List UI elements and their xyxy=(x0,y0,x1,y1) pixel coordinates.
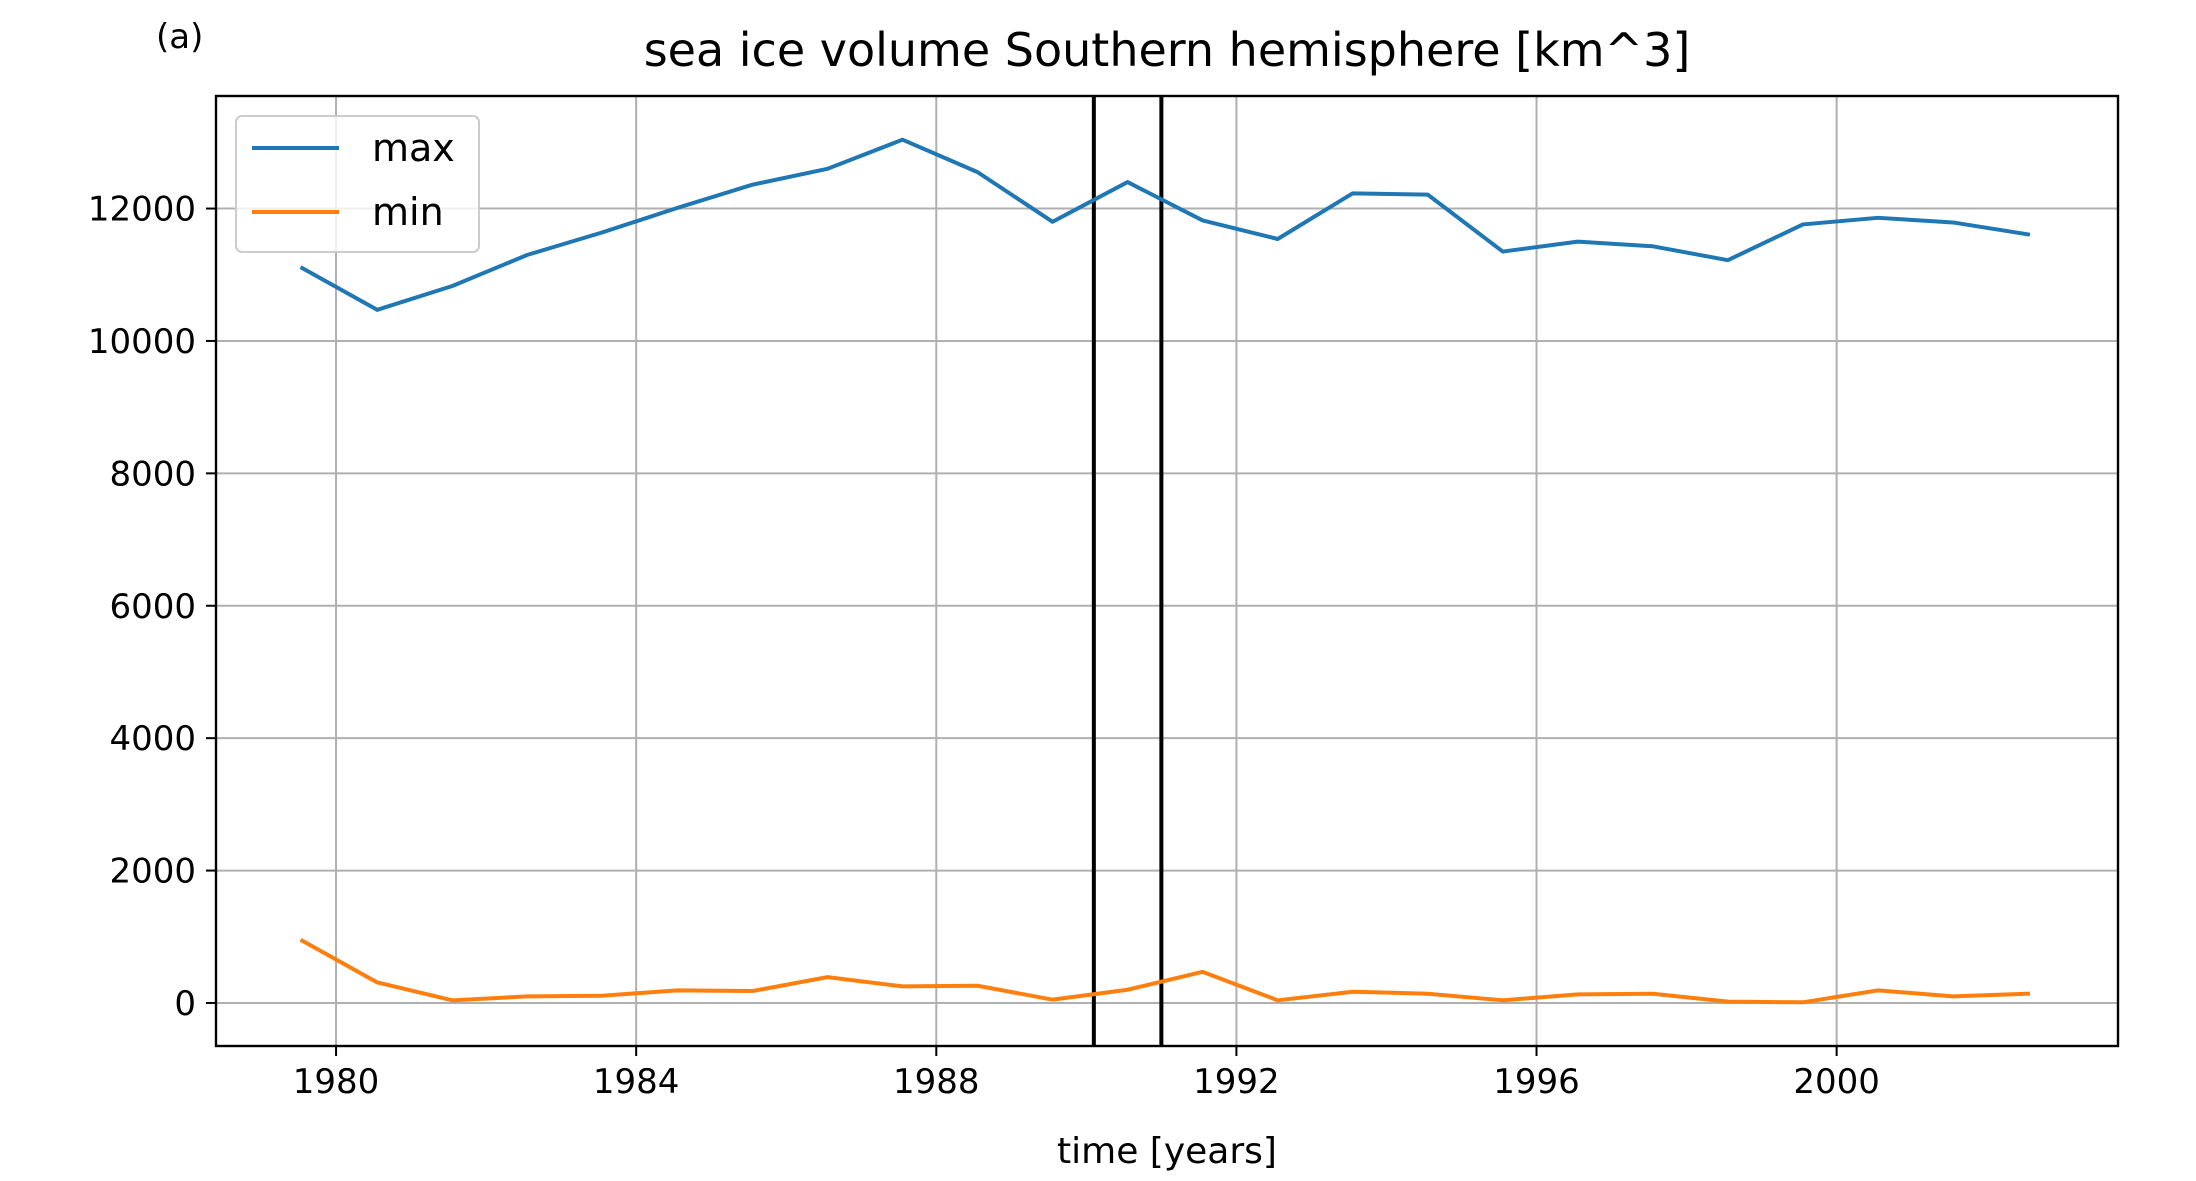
x-tick-label: 1988 xyxy=(893,1062,980,1102)
x-tick-label: 2000 xyxy=(1793,1062,1880,1102)
series-line-max xyxy=(299,137,2031,312)
legend: max min xyxy=(235,115,480,253)
y-tick-label: 8000 xyxy=(109,454,196,494)
grid-lines xyxy=(216,96,2118,1046)
legend-label-min: min xyxy=(372,190,444,234)
panel-label: (a) xyxy=(156,17,203,57)
x-tick-label: 1992 xyxy=(1193,1062,1280,1102)
y-tick-label: 2000 xyxy=(109,852,196,892)
vertical-marker-lines xyxy=(1091,96,1164,1046)
x-tick-label: 1980 xyxy=(293,1062,380,1102)
plot-frame xyxy=(214,94,2120,1048)
y-tick-label: 4000 xyxy=(109,719,196,759)
chart-title: sea ice volume Southern hemisphere [km^3… xyxy=(644,23,1691,77)
y-tick-label: 10000 xyxy=(88,322,196,362)
x-tick-label: 1996 xyxy=(1493,1062,1580,1102)
series-lines xyxy=(299,137,2031,1005)
legend-label-max: max xyxy=(372,126,455,170)
x-axis-label: time [years] xyxy=(1057,1131,1277,1172)
series-line-min xyxy=(299,938,2031,1005)
y-tick-label: 6000 xyxy=(109,587,196,627)
y-tick-label: 12000 xyxy=(88,190,196,230)
y-tick-label: 0 xyxy=(174,984,196,1024)
y-axis-ticks: 0 2000 4000 6000 8000 10000 12000 xyxy=(88,190,216,1024)
x-axis-ticks: 1980 1984 1988 1992 1996 2000 xyxy=(293,1046,1880,1102)
x-tick-label: 1984 xyxy=(593,1062,680,1102)
